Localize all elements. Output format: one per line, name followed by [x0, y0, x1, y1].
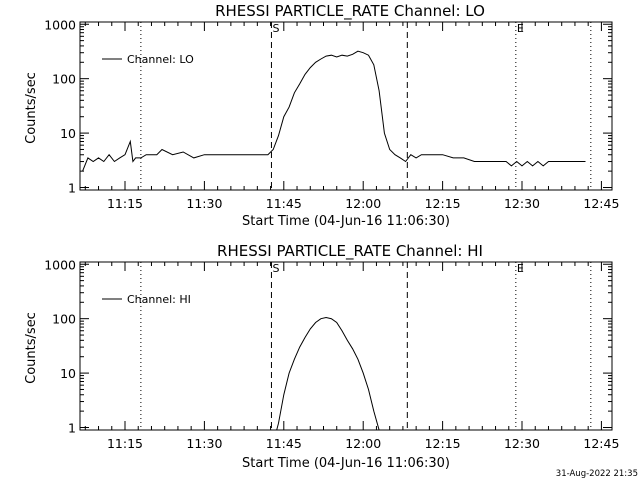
x-tick-label: 11:45	[266, 196, 302, 211]
panel-hi-plot: 1 10 100 1000 11:15 11:30 11:45 12:00 12:15 12:30…	[44, 257, 619, 451]
panel-hi-title: RHESSI PARTICLE_RATE Channel: HI	[217, 242, 483, 261]
panel-lo-plot: 1 10 100 1000 11:15 11:30 11:45 12:00 12:15 12:30…	[44, 17, 619, 211]
panel-lo-ylabel: Counts/sec	[24, 72, 39, 144]
x-tick-label: 11:15	[107, 196, 143, 211]
legend-label: Channel: LO	[127, 53, 194, 66]
y-tick-label: 10	[60, 126, 76, 141]
y-tick-label: 1	[68, 421, 76, 436]
x-tick-label: 12:15	[425, 436, 461, 451]
x-tick-label: 12:45	[583, 196, 619, 211]
x-tick-label: 12:30	[504, 436, 540, 451]
x-tick-label: 12:00	[345, 436, 381, 451]
x-tick-label: 11:30	[186, 436, 222, 451]
y-tick-label: 100	[52, 312, 76, 327]
x-tick-label: 11:15	[107, 436, 143, 451]
plot-frame	[79, 261, 613, 431]
data-series-line	[82, 50, 586, 172]
panel-hi-ylabel: Counts/sec	[24, 312, 39, 384]
panel-lo: RHESSI PARTICLE_RATE Channel: LO Start T…	[24, 2, 619, 229]
x-tick-label: 11:30	[186, 196, 222, 211]
x-tick-label: 12:45	[583, 436, 619, 451]
y-tick-label: 1	[68, 181, 76, 196]
y-tick-label: 1000	[44, 17, 76, 32]
legend-label: Channel: HI	[127, 293, 191, 306]
footer-timestamp: 31-Aug-2022 21:35	[556, 469, 638, 479]
x-tick-label: 11:45	[266, 436, 302, 451]
x-tick-label: 12:15	[425, 196, 461, 211]
panel-lo-xlabel: Start Time (04-Jun-16 11:06:30)	[242, 214, 450, 229]
panel-hi-xlabel: Start Time (04-Jun-16 11:06:30)	[242, 456, 450, 471]
y-tick-label: 1000	[44, 257, 76, 272]
x-tick-label: 12:00	[345, 196, 381, 211]
x-tick-label: 12:30	[504, 196, 540, 211]
marker-label: E	[517, 262, 524, 275]
y-tick-label: 100	[52, 72, 76, 87]
plot-frame	[79, 21, 613, 191]
data-series-line	[276, 316, 380, 431]
marker-label: S	[272, 22, 279, 35]
y-tick-label: 10	[60, 366, 76, 381]
panel-hi: RHESSI PARTICLE_RATE Channel: HI Start T…	[24, 242, 619, 471]
marker-label: S	[272, 262, 279, 275]
marker-label: E	[517, 22, 524, 35]
panel-lo-title: RHESSI PARTICLE_RATE Channel: LO	[215, 2, 485, 21]
